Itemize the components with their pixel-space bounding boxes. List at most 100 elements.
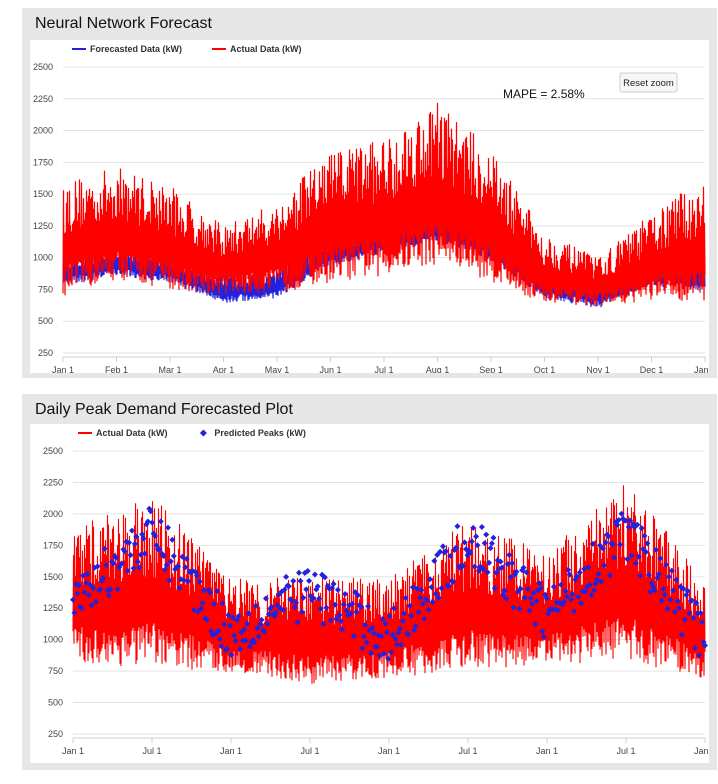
predicted-peak-point (473, 533, 480, 540)
predicted-peak-point (365, 603, 372, 610)
x-tick-label: Jan 1 (694, 746, 709, 756)
predicted-peak-point (176, 585, 183, 592)
predicted-peak-point (657, 555, 664, 562)
predicted-peak-point (285, 583, 292, 590)
predicted-peak-point (516, 605, 523, 612)
predicted-peak-point (483, 531, 490, 538)
predicted-peak-point (442, 548, 449, 555)
predicted-peak-point (363, 639, 370, 646)
predicted-peak-point (427, 576, 433, 583)
reset-zoom-button-label[interactable]: Reset zoom (623, 78, 674, 89)
predicted-peak-point (428, 584, 435, 591)
mape-annotation: MAPE = 2.58% (503, 87, 585, 101)
predicted-peak-point (602, 539, 609, 546)
predicted-peak-point (569, 591, 576, 598)
predicted-peak-point (290, 578, 297, 584)
predicted-peak-point (373, 643, 380, 650)
predicted-peak-point (388, 649, 395, 656)
x-tick-label: Sep 1 (479, 365, 503, 373)
legend-item-label[interactable]: Predicted Peaks (kW) (214, 428, 306, 438)
predicted-peak-point (106, 592, 112, 599)
x-tick-label: Jul 1 (616, 746, 635, 756)
predicted-peak-point (307, 592, 314, 599)
predicted-peak-point (460, 562, 467, 569)
predicted-peak-point (199, 600, 206, 606)
predicted-peak-point (242, 637, 249, 644)
predicted-peak-point (651, 587, 658, 594)
predicted-peak-point (464, 552, 471, 559)
predicted-peak-point (314, 583, 321, 590)
predicted-peak-point (88, 602, 95, 609)
predicted-peak-point (418, 587, 425, 594)
legend-item-label[interactable]: Actual Data (kW) (230, 44, 302, 54)
y-tick-label: 250 (48, 729, 63, 739)
legend-item-label[interactable]: Actual Data (kW) (96, 428, 168, 438)
predicted-peak-point (107, 586, 114, 593)
y-tick-label: 1750 (33, 157, 53, 167)
predicted-peak-point (238, 629, 245, 636)
predicted-peak-point (225, 612, 232, 619)
predicted-peak-point (550, 583, 557, 590)
predicted-peak-point (228, 651, 235, 658)
predicted-peak-point (252, 602, 259, 609)
predicted-peak-point (648, 579, 655, 586)
predicted-peak-point (278, 588, 285, 595)
predicted-peak-point (596, 542, 603, 549)
predicted-peak-point (336, 612, 343, 619)
legend-item-label[interactable]: Forecasted Data (kW) (90, 44, 182, 54)
reset-zoom-button-bg[interactable] (619, 72, 678, 93)
predicted-peak-point (129, 527, 135, 534)
predicted-peak-point (262, 595, 269, 602)
predicted-peak-point (585, 564, 592, 571)
predicted-peak-point (573, 573, 580, 580)
forecast-chart: 2500 2250 2000 1750 1500 1250 1000 750 500 250 Jan… (33, 44, 716, 375)
predicted-peak-point (461, 539, 468, 546)
predicted-peak-point (369, 624, 376, 631)
reset-zoom-button[interactable]: Reset zoom (619, 72, 678, 93)
predicted-peak-point (562, 588, 569, 594)
predicted-peak-point (226, 622, 233, 629)
predicted-peak-point (229, 614, 236, 621)
predicted-peak-point (393, 641, 400, 648)
predicted-peak-point (218, 643, 225, 650)
predicted-peak-point (535, 587, 541, 594)
predicted-peak-point (74, 590, 81, 597)
predicted-peak-point (542, 591, 549, 598)
predicted-peak-point (690, 615, 697, 621)
x-tick-label: Jun 1 (319, 365, 341, 373)
predicted-peak-point (273, 609, 279, 616)
predicted-peak-point (552, 606, 559, 613)
predicted-peak-point (392, 635, 399, 642)
y-tick-label: 1250 (33, 221, 53, 231)
x-tick-label: Jan 1 (52, 365, 74, 373)
predicted-peak-point (478, 524, 485, 530)
predicted-peak-point (304, 568, 311, 574)
predicted-peak-point (201, 587, 207, 594)
predicted-peak-point (660, 586, 667, 592)
predicted-peak-point (644, 540, 651, 547)
predicted-peak-point (163, 562, 170, 568)
predicted-peak-point (379, 616, 386, 622)
predicted-peak-point (83, 579, 89, 586)
predicted-peak-point (239, 637, 246, 644)
predicted-peak-point (520, 564, 527, 571)
predicted-peak-point (91, 564, 98, 571)
predicted-peak-point (490, 534, 497, 541)
predicted-peak-point (624, 556, 631, 563)
x-tick-label: Jul 1 (374, 365, 393, 373)
predicted-peak-point (474, 542, 481, 549)
predicted-peak-point (565, 566, 572, 573)
x-tick-label: Jul 1 (142, 746, 161, 756)
predicted-peak-point (635, 553, 642, 560)
predicted-peak-point (425, 606, 432, 613)
predicted-peak-point (667, 596, 674, 603)
predicted-peak-point (329, 585, 336, 592)
forecast-chart-area: 2500 2250 2000 1750 1500 1250 1000 750 500 250 Jan… (30, 40, 716, 375)
predicted-peak-point (94, 563, 101, 570)
y-tick-label: 1000 (43, 635, 63, 645)
predicted-peak-point (310, 595, 317, 602)
y-tick-label: 1750 (43, 540, 63, 550)
predicted-peak-point (555, 607, 562, 614)
predicted-peak-point (638, 525, 645, 532)
predicted-peak-point (693, 600, 700, 606)
